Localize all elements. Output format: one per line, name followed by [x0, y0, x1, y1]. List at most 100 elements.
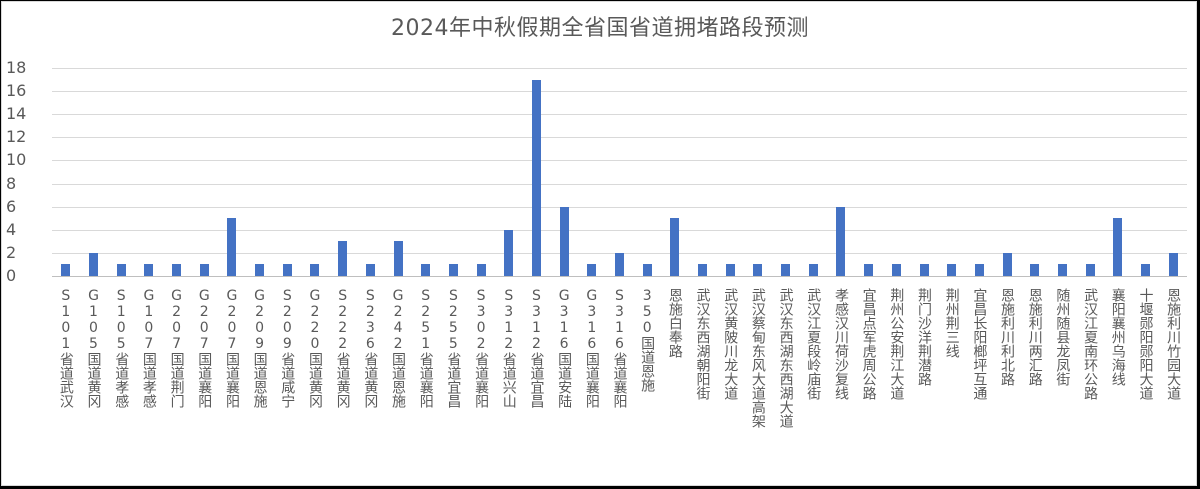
bar	[89, 252, 99, 276]
bar	[1113, 218, 1123, 276]
bar	[476, 264, 486, 276]
bar	[61, 264, 71, 276]
x-tick-label: G207国道襄阳	[196, 288, 213, 408]
bar	[642, 264, 652, 276]
x-tick-label: 荆州荆三线	[943, 288, 960, 358]
x-tick-label: S105省道孝感	[113, 288, 130, 408]
x-tick-label: S251省道襄阳	[417, 288, 434, 408]
x-axis-line	[52, 276, 1187, 277]
gridline	[52, 91, 1187, 93]
y-tick-label: 2	[6, 242, 17, 262]
bar	[615, 252, 624, 276]
x-tick-label: 宜昌长阳榔坪互通	[971, 288, 988, 400]
x-tick-label: S236省道黄冈	[362, 288, 379, 408]
bar	[531, 79, 541, 276]
x-tick-label: 孝感汉川荷沙复线	[832, 288, 849, 400]
x-tick-label: S101省道武汉	[57, 288, 74, 408]
bar	[338, 241, 348, 276]
bar	[199, 264, 209, 276]
y-tick-label: 12	[6, 127, 27, 147]
x-tick-label: S302省道襄阳	[473, 288, 490, 408]
x-tick-label: 襄阳襄州乌海线	[1109, 288, 1126, 386]
x-tick-label: 350国道恩施	[639, 288, 656, 392]
x-tick-label: S312省道兴山	[500, 288, 517, 408]
x-tick-label: 武汉江夏南环公路	[1082, 288, 1099, 400]
y-tick-label: 18	[6, 58, 27, 77]
bar	[255, 264, 265, 276]
x-tick-label: S209省道咸宁	[279, 288, 296, 408]
bar	[559, 206, 569, 276]
bar	[1030, 264, 1040, 276]
bar	[144, 264, 154, 276]
x-tick-label: G242国道恩施	[390, 288, 407, 408]
bar	[116, 264, 126, 276]
y-tick-label: 6	[6, 196, 17, 216]
x-tick-label: 恩施利川两汇路	[1026, 288, 1043, 386]
chart-title: 2024年中秋假期全省国省道拥堵路段预测	[391, 16, 809, 41]
bar	[891, 264, 901, 276]
gridline	[52, 206, 1187, 208]
x-tick-label: 荆门沙洋荆潜路	[916, 288, 932, 386]
bar	[947, 264, 957, 276]
gridline	[52, 160, 1187, 162]
x-tick-label: G207国道襄阳	[223, 288, 240, 408]
y-tick-label: 4	[6, 219, 17, 239]
x-tick-label: G220国道黄冈	[306, 288, 323, 408]
bar	[698, 264, 708, 276]
bar	[448, 264, 458, 276]
bar	[1085, 264, 1095, 276]
x-tick-label: 武汉蔡甸东风大道高架	[749, 288, 766, 428]
bar	[1002, 252, 1012, 276]
x-tick-label: G209国道恩施	[251, 288, 268, 408]
y-tick-label: 0	[6, 266, 17, 285]
bar	[753, 264, 763, 276]
bar	[670, 218, 680, 276]
gridline	[52, 229, 1187, 231]
bar	[587, 264, 597, 276]
x-tick-label: S316省道襄阳	[611, 288, 628, 408]
y-tick-label: 10	[6, 150, 27, 170]
bar	[836, 206, 846, 276]
x-tick-label: 恩施利川利北路	[999, 288, 1016, 386]
x-tick-label: G105国道黄冈	[85, 288, 102, 408]
x-tick-label: 荆州公安荆江大道	[888, 288, 905, 400]
y-tick-label: 8	[6, 173, 17, 193]
gridline	[52, 137, 1187, 139]
x-tick-label: G316国道安陆	[556, 288, 573, 408]
x-tick-label: 随州随县龙凤街	[1054, 288, 1071, 386]
bar	[393, 241, 403, 276]
x-tick-label: 宜昌点军虎周公路	[860, 288, 877, 400]
x-tick-label: 恩施利川竹园大道	[1165, 288, 1182, 400]
x-tick-label: 武汉东西湖东西湖大道	[777, 288, 794, 428]
x-tick-label: 恩施白奉路	[666, 288, 683, 358]
x-tick-label: 武汉江夏段岭庙街	[805, 288, 822, 400]
bar	[1140, 264, 1150, 276]
bar	[504, 229, 514, 276]
y-tick-label: 16	[6, 81, 27, 101]
gridline	[52, 114, 1187, 116]
bar	[365, 264, 375, 276]
bar	[282, 264, 292, 276]
bar	[421, 264, 431, 276]
bar	[919, 264, 929, 276]
bar	[1057, 264, 1067, 276]
x-tick-label: 十堰郧阳郧阳大道	[1137, 288, 1154, 400]
plot-area	[52, 68, 1187, 277]
bar	[172, 264, 182, 276]
bar	[974, 264, 984, 276]
y-tick-label: 14	[6, 104, 27, 124]
gridline	[52, 68, 1187, 69]
bar	[310, 264, 320, 276]
x-tick-label: G316国道襄阳	[583, 288, 600, 408]
gridline	[52, 183, 1187, 185]
bar	[808, 264, 818, 276]
bar	[227, 218, 237, 276]
bar	[1168, 252, 1178, 276]
x-tick-label: G107国道孝感	[140, 288, 157, 408]
x-tick-label: 武汉黄陂川龙大道	[722, 288, 739, 400]
x-tick-label: S222省道黄冈	[334, 288, 351, 408]
x-tick-label: S312省道宜昌	[528, 288, 545, 408]
bar	[781, 264, 791, 276]
x-tick-label: G207国道荆门	[168, 288, 185, 408]
